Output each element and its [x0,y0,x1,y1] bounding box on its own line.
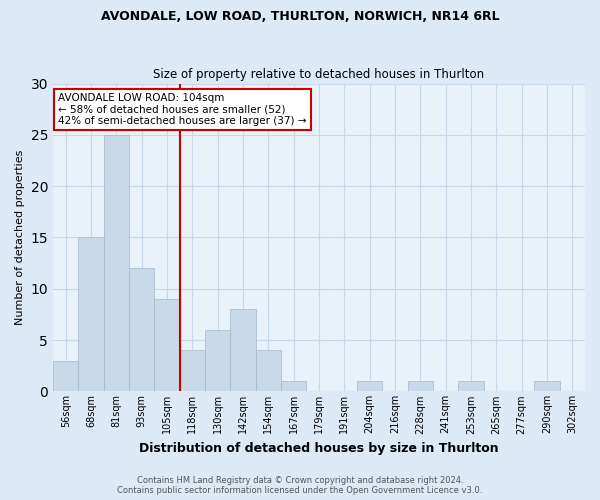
Bar [458,381,484,392]
Title: Size of property relative to detached houses in Thurlton: Size of property relative to detached ho… [154,68,485,81]
Bar [256,350,281,392]
X-axis label: Distribution of detached houses by size in Thurlton: Distribution of detached houses by size … [139,442,499,455]
Bar [281,381,307,392]
Text: AVONDALE LOW ROAD: 104sqm
← 58% of detached houses are smaller (52)
42% of semi-: AVONDALE LOW ROAD: 104sqm ← 58% of detac… [58,93,307,126]
Bar [154,299,179,392]
Bar [179,350,205,392]
Bar [129,268,154,392]
Text: Contains HM Land Registry data © Crown copyright and database right 2024.
Contai: Contains HM Land Registry data © Crown c… [118,476,482,495]
Bar [230,310,256,392]
Bar [407,381,433,392]
Bar [104,135,129,392]
Bar [79,238,104,392]
Bar [535,381,560,392]
Text: AVONDALE, LOW ROAD, THURLTON, NORWICH, NR14 6RL: AVONDALE, LOW ROAD, THURLTON, NORWICH, N… [101,10,499,23]
Y-axis label: Number of detached properties: Number of detached properties [15,150,25,325]
Bar [205,330,230,392]
Bar [357,381,382,392]
Bar [53,360,79,392]
